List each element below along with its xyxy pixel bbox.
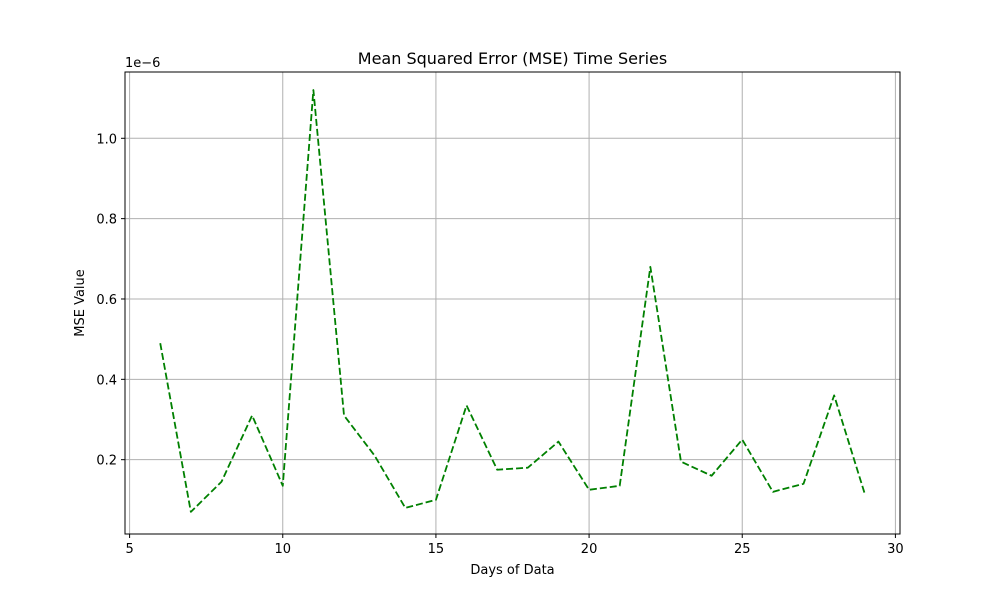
- y-tick-label: 1.0: [96, 132, 117, 147]
- x-tick-label: 10: [274, 542, 291, 557]
- data-point: [159, 342, 161, 344]
- series-layer: [159, 89, 866, 513]
- data-point: [833, 394, 835, 396]
- data-point: [251, 414, 253, 416]
- y-axis-label: MSE Value: [73, 269, 88, 337]
- data-point: [741, 438, 743, 440]
- chart-title: Mean Squared Error (MSE) Time Series: [358, 49, 667, 68]
- data-point: [220, 481, 222, 483]
- data-point: [282, 485, 284, 487]
- data-point: [588, 489, 590, 491]
- y-axis-ticks: 0.2 0.4 0.6 0.8 1.0: [96, 132, 125, 469]
- x-axis-label: Days of Data: [470, 563, 554, 578]
- y-tick-label: 0.2: [96, 454, 117, 469]
- x-tick-label: 30: [887, 542, 904, 557]
- data-point: [649, 266, 651, 268]
- data-point: [435, 499, 437, 501]
- y-axis-offset-label: 1e−6: [125, 56, 160, 71]
- data-point: [190, 511, 192, 513]
- data-point: [404, 507, 406, 509]
- y-tick-label: 0.4: [96, 373, 117, 388]
- data-point: [465, 404, 467, 406]
- grid: [125, 72, 900, 534]
- data-point: [343, 414, 345, 416]
- data-point: [619, 485, 621, 487]
- x-axis-ticks: 5 10 15 20 25 30: [125, 534, 904, 557]
- x-tick-label: 20: [581, 542, 598, 557]
- series-line: [159, 89, 866, 513]
- data-point: [312, 89, 314, 91]
- data-point: [864, 493, 866, 495]
- data-point: [772, 491, 774, 493]
- x-tick-label: 15: [428, 542, 445, 557]
- data-point: [373, 454, 375, 456]
- data-point: [680, 460, 682, 462]
- data-point: [557, 440, 559, 442]
- y-tick-label: 0.6: [96, 293, 117, 308]
- plot-area-frame: [124, 71, 901, 535]
- data-point: [496, 469, 498, 471]
- data-point: [710, 475, 712, 477]
- y-tick-label: 0.8: [96, 213, 117, 228]
- x-tick-label: 25: [734, 542, 751, 557]
- x-tick-label: 5: [125, 542, 133, 557]
- data-point: [802, 483, 804, 485]
- data-point: [527, 467, 529, 469]
